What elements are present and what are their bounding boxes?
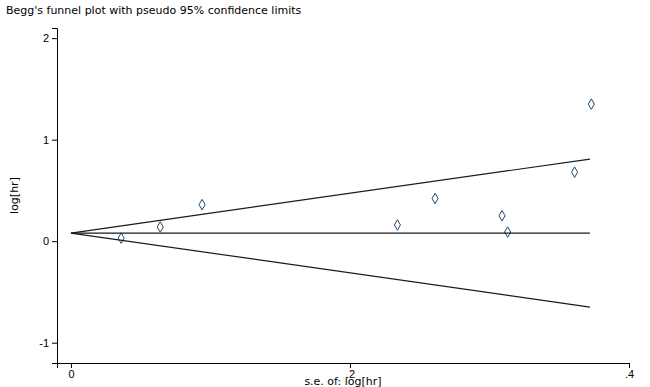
- line: [71, 159, 590, 233]
- y-tick: 1: [43, 134, 57, 146]
- y-tick: 0: [43, 235, 57, 247]
- point: [394, 220, 400, 231]
- x-tick: 0: [68, 363, 74, 380]
- point: [588, 99, 594, 110]
- plot-area: 0.2.4-1012: [39, 29, 634, 380]
- y-axis: -1 0 1 2: [39, 29, 57, 364]
- y-axis-title: log[hr]: [8, 177, 21, 214]
- x-axis-line: [58, 364, 630, 369]
- point: [505, 227, 511, 238]
- point: [157, 222, 163, 233]
- point: [499, 211, 505, 222]
- y-tick-label: -1: [39, 337, 49, 349]
- y-tick-label: 1: [43, 134, 49, 146]
- point: [199, 199, 205, 210]
- x-tick: .4: [625, 363, 634, 380]
- y-tick: 2: [43, 32, 57, 44]
- x-tick-label: 0: [68, 368, 74, 380]
- y-tick-label: 0: [43, 235, 49, 247]
- y-axis-line: [52, 29, 58, 364]
- point: [118, 233, 124, 244]
- x-tick-label: .4: [625, 368, 634, 380]
- line: [71, 232, 590, 233]
- y-tick-mark: [52, 38, 57, 39]
- y-tick-label: 2: [43, 32, 49, 44]
- line: [71, 233, 590, 307]
- point: [432, 193, 438, 204]
- y-tick-mark: [52, 241, 57, 242]
- y-tick-mark: [52, 140, 57, 141]
- x-axis-title: s.e. of: log[hr]: [304, 375, 381, 387]
- point: [572, 167, 578, 178]
- y-tick-mark: [52, 343, 57, 344]
- y-tick: -1: [39, 337, 57, 349]
- title: Begg's funnel plot with pseudo 95% confi…: [6, 4, 302, 17]
- chart: 0.2.4-1012Begg's funnel plot with pseudo…: [0, 0, 650, 387]
- marks: [71, 99, 594, 307]
